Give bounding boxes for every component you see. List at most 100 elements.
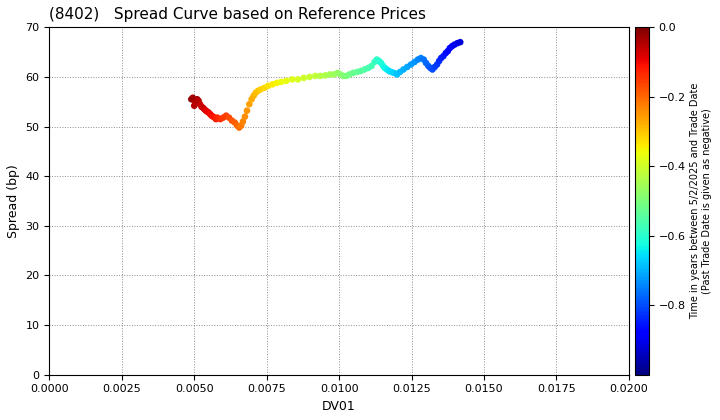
Point (298, 75, 310, 81)
Point (255, 86, 266, 93)
Point (374, 58, 385, 64)
Point (206, 112, 217, 119)
Point (451, 40, 463, 47)
Point (210, 116, 222, 123)
Point (332, 70, 343, 76)
Point (371, 56, 382, 63)
Point (217, 114, 229, 121)
Point (189, 102, 200, 109)
Point (239, 113, 251, 120)
Point (262, 82, 274, 89)
Point (440, 50, 451, 56)
Point (409, 59, 420, 66)
Point (359, 66, 370, 73)
Point (412, 56, 423, 63)
Point (258, 84, 270, 91)
Point (405, 61, 417, 68)
Point (454, 39, 466, 45)
Point (388, 70, 400, 76)
Point (377, 63, 389, 69)
Point (320, 72, 331, 79)
Point (343, 71, 355, 78)
Point (223, 114, 235, 121)
Point (418, 56, 430, 63)
Point (366, 63, 377, 69)
Point (196, 103, 207, 110)
Point (391, 71, 402, 78)
Point (287, 76, 298, 83)
Point (446, 43, 458, 50)
Point (328, 71, 340, 78)
Point (250, 89, 261, 96)
Y-axis label: Spread (bp): Spread (bp) (7, 164, 20, 238)
Point (226, 117, 238, 124)
Point (429, 64, 441, 71)
Point (362, 65, 374, 71)
Point (193, 97, 204, 104)
Point (220, 112, 232, 119)
Point (199, 106, 210, 113)
Point (192, 96, 203, 102)
Point (243, 101, 255, 108)
Point (449, 41, 460, 48)
Point (420, 60, 432, 66)
Point (351, 68, 363, 75)
Point (425, 65, 436, 71)
Text: (8402)   Spread Curve based on Reference Prices: (8402) Spread Curve based on Reference P… (50, 7, 426, 22)
Point (241, 108, 253, 114)
Point (324, 71, 336, 78)
Point (341, 73, 352, 79)
Point (237, 118, 248, 125)
Point (229, 119, 240, 126)
Point (304, 74, 315, 80)
Point (381, 66, 392, 73)
Point (379, 65, 391, 71)
Point (415, 55, 426, 61)
Point (402, 64, 413, 71)
Point (189, 97, 200, 104)
Point (207, 113, 219, 120)
Point (423, 63, 434, 69)
Point (203, 109, 215, 116)
Point (395, 68, 406, 75)
Point (385, 68, 397, 75)
Point (292, 76, 304, 83)
Point (436, 55, 447, 61)
Point (186, 96, 197, 102)
Point (266, 81, 278, 88)
Point (438, 53, 449, 60)
Point (397, 66, 409, 73)
Y-axis label: Time in years between 5/2/2025 and Trade Date
(Past Trade Date is given as negat: Time in years between 5/2/2025 and Trade… (690, 83, 711, 319)
Point (204, 111, 216, 118)
Point (444, 45, 456, 52)
Point (431, 61, 443, 68)
Point (433, 58, 445, 64)
Point (231, 122, 243, 129)
Point (197, 104, 209, 111)
Point (276, 79, 287, 85)
Point (194, 101, 206, 108)
Point (355, 68, 366, 74)
Point (335, 71, 346, 78)
Point (187, 94, 199, 101)
Point (281, 78, 292, 84)
Point (427, 66, 438, 73)
Point (215, 116, 226, 123)
Point (248, 92, 259, 99)
Point (369, 59, 380, 66)
Point (246, 96, 257, 102)
Point (190, 98, 202, 105)
Point (375, 60, 387, 66)
Point (310, 73, 321, 79)
Point (209, 114, 220, 121)
Point (200, 108, 212, 114)
Point (271, 79, 282, 86)
Point (235, 122, 247, 129)
Point (442, 48, 454, 55)
Point (233, 124, 245, 131)
X-axis label: DV01: DV01 (323, 400, 356, 413)
Point (315, 73, 326, 79)
Point (347, 70, 359, 76)
Point (252, 87, 264, 94)
Point (383, 68, 395, 74)
